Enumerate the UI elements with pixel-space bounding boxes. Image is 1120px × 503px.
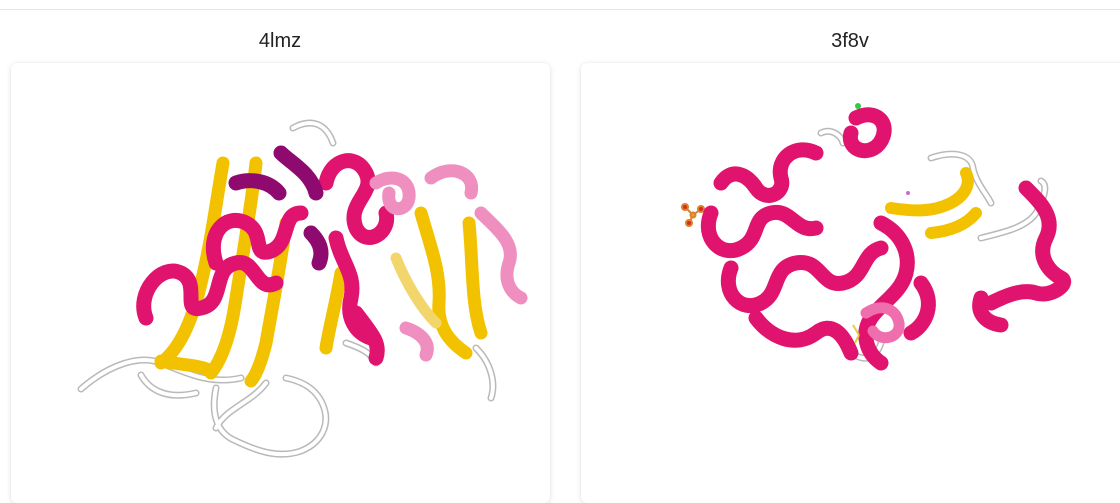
side-chain-sticks — [853, 325, 859, 343]
coil-loops-fill — [821, 131, 1045, 358]
coil-loops — [821, 131, 1045, 358]
phosphate-ligand — [682, 204, 704, 226]
protein-structure-4lmz-image[interactable] — [11, 63, 550, 503]
top-divider — [0, 9, 1120, 10]
structure-card-4lmz[interactable] — [11, 63, 550, 503]
protein-structure-3f8v-image[interactable] — [581, 63, 1120, 503]
panel-title-4lmz: 4lmz — [10, 30, 550, 53]
ion-green-sphere — [855, 103, 861, 109]
panel-title-3f8v: 3f8v — [580, 30, 1120, 53]
ion-purple-sphere — [906, 191, 910, 195]
helices — [708, 115, 1063, 363]
structure-card-3f8v[interactable] — [581, 63, 1120, 503]
beta-strands — [891, 173, 976, 233]
